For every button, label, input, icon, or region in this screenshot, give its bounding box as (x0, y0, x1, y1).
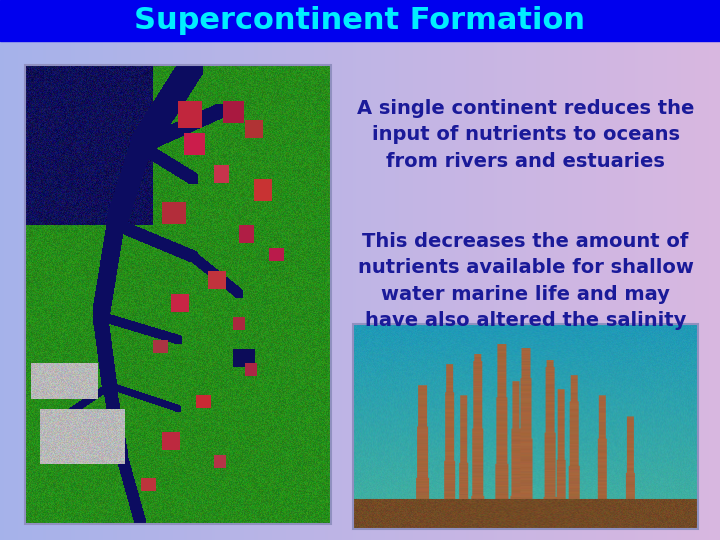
Text: This decreases the amount of
nutrients available for shallow
water marine life a: This decreases the amount of nutrients a… (358, 232, 693, 330)
Bar (25, 65, 331, 524)
Bar (353, 324, 698, 529)
Text: Supercontinent Formation: Supercontinent Formation (135, 6, 585, 35)
Text: A single continent reduces the
input of nutrients to oceans
from rivers and estu: A single continent reduces the input of … (357, 99, 694, 171)
Bar (0, 0, 720, 40)
